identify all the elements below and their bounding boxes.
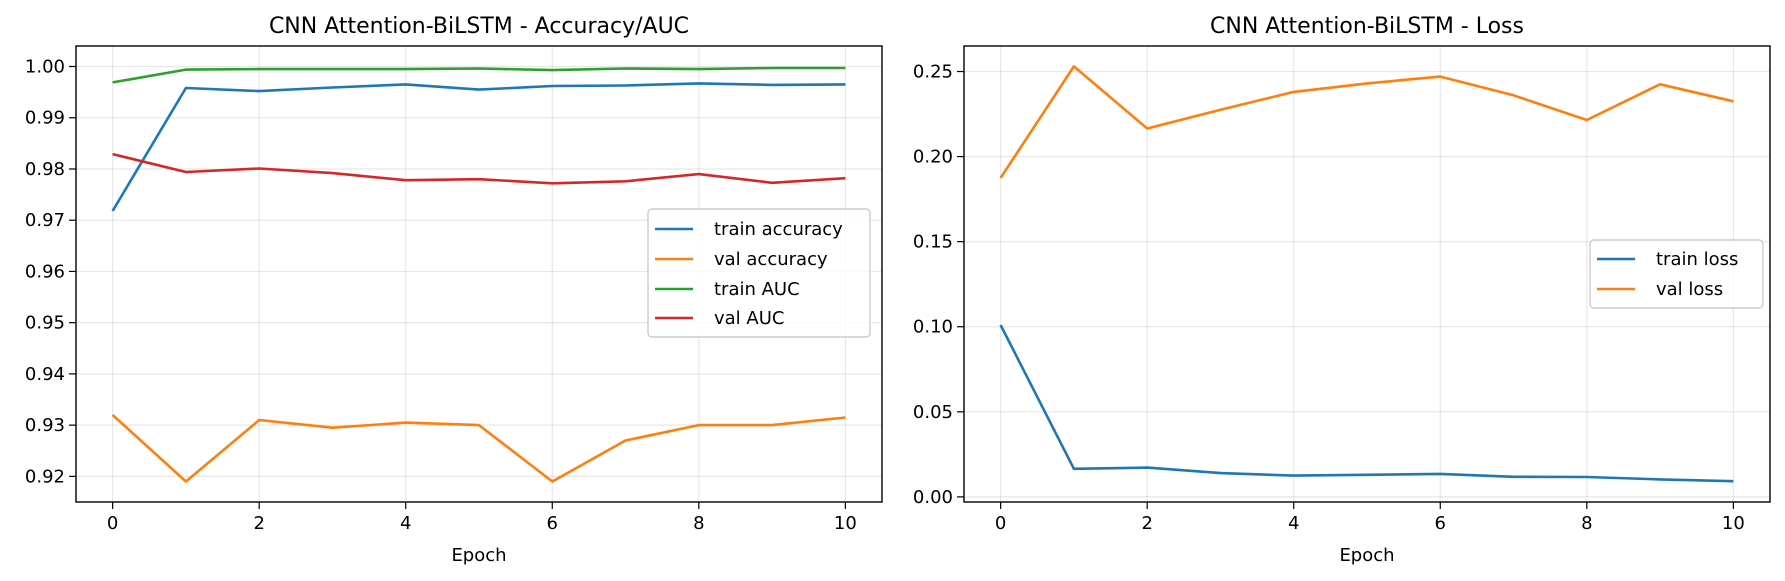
ticks: 0 2 4 6 8 10 0.92 0.93 0.94 0.95 0.96 0.97 0.98 0.99 1… (25, 56, 857, 534)
x-tick-label: 10 (1722, 513, 1745, 534)
y-tick-label: 0.92 (25, 466, 65, 487)
x-tick-label: 6 (1435, 513, 1446, 534)
x-tick-label: 10 (834, 513, 857, 534)
x-axis-label: Epoch (451, 545, 506, 566)
series-line-train-accuracy (111, 82, 846, 212)
x-tick-label: 8 (1581, 513, 1592, 534)
x-tick-label: 4 (1288, 513, 1299, 534)
legend-label-train-loss: train loss (1656, 249, 1738, 270)
y-tick-label: 0.98 (25, 159, 65, 180)
plot-frame (963, 45, 1771, 503)
loss-chart: CNN Attention-BiLSTM - Loss 0 2 4 6 8 100.000… (913, 14, 1771, 566)
y-tick-label: 0.94 (25, 364, 65, 385)
y-tick-label: 0.20 (913, 147, 953, 168)
y-tick-label: 0.05 (913, 402, 953, 423)
series-lines (999, 65, 1734, 483)
series-line-train-loss (999, 324, 1734, 483)
legend-label-val-accuracy: val accuracy (714, 249, 828, 270)
x-tick-label: 4 (400, 513, 411, 534)
x-tick-label: 0 (107, 513, 118, 534)
series-lines (111, 66, 846, 483)
legend-label-val-loss: val loss (1656, 279, 1723, 300)
x-tick-label: 6 (547, 513, 558, 534)
y-tick-label: 0.93 (25, 415, 65, 436)
legend-label-val-auc: val AUC (714, 308, 784, 329)
legend-label-train-accuracy: train accuracy (714, 219, 843, 240)
y-tick-label: 0.15 (913, 232, 953, 253)
series-line-val-loss (999, 65, 1734, 179)
y-tick-label: 0.99 (25, 108, 65, 129)
y-tick-label: 0.00 (913, 487, 953, 508)
accuracy-auc-chart: CNN Attention-BiLSTM - Accuracy/AUC 0 2 4 6… (25, 14, 883, 566)
plot-frame (75, 45, 883, 503)
x-axis-label: Epoch (1339, 545, 1394, 566)
series-line-val-accuracy (111, 413, 846, 483)
series-line-train-auc (112, 66, 846, 84)
y-tick-label: 0.97 (25, 210, 65, 231)
grid (964, 46, 1770, 502)
chart-title: CNN Attention-BiLSTM - Accuracy/AUC (269, 14, 689, 39)
legend: train loss val loss (1589, 239, 1764, 309)
chart-title: CNN Attention-BiLSTM - Loss (1210, 14, 1524, 39)
y-tick-label: 0.25 (913, 62, 953, 83)
legend-box (1589, 239, 1764, 309)
y-tick-label: 1.00 (25, 56, 65, 77)
x-tick-label: 2 (253, 513, 264, 534)
x-tick-label: 2 (1141, 513, 1152, 534)
y-tick-label: 0.95 (25, 313, 65, 334)
legend-box (647, 208, 871, 338)
legend-label-train-auc: train AUC (714, 279, 800, 300)
y-tick-label: 0.96 (25, 261, 65, 282)
series-line-val-auc (112, 152, 846, 185)
ticks: 0 2 4 6 8 10 0.00 0.05 0.10 0.15 0.20 0.25 (913, 62, 1745, 534)
x-tick-label: 8 (693, 513, 704, 534)
legend: train accuracy val accuracy train AUC va… (647, 208, 871, 338)
y-tick-label: 0.10 (913, 317, 953, 338)
x-tick-label: 0 (995, 513, 1006, 534)
